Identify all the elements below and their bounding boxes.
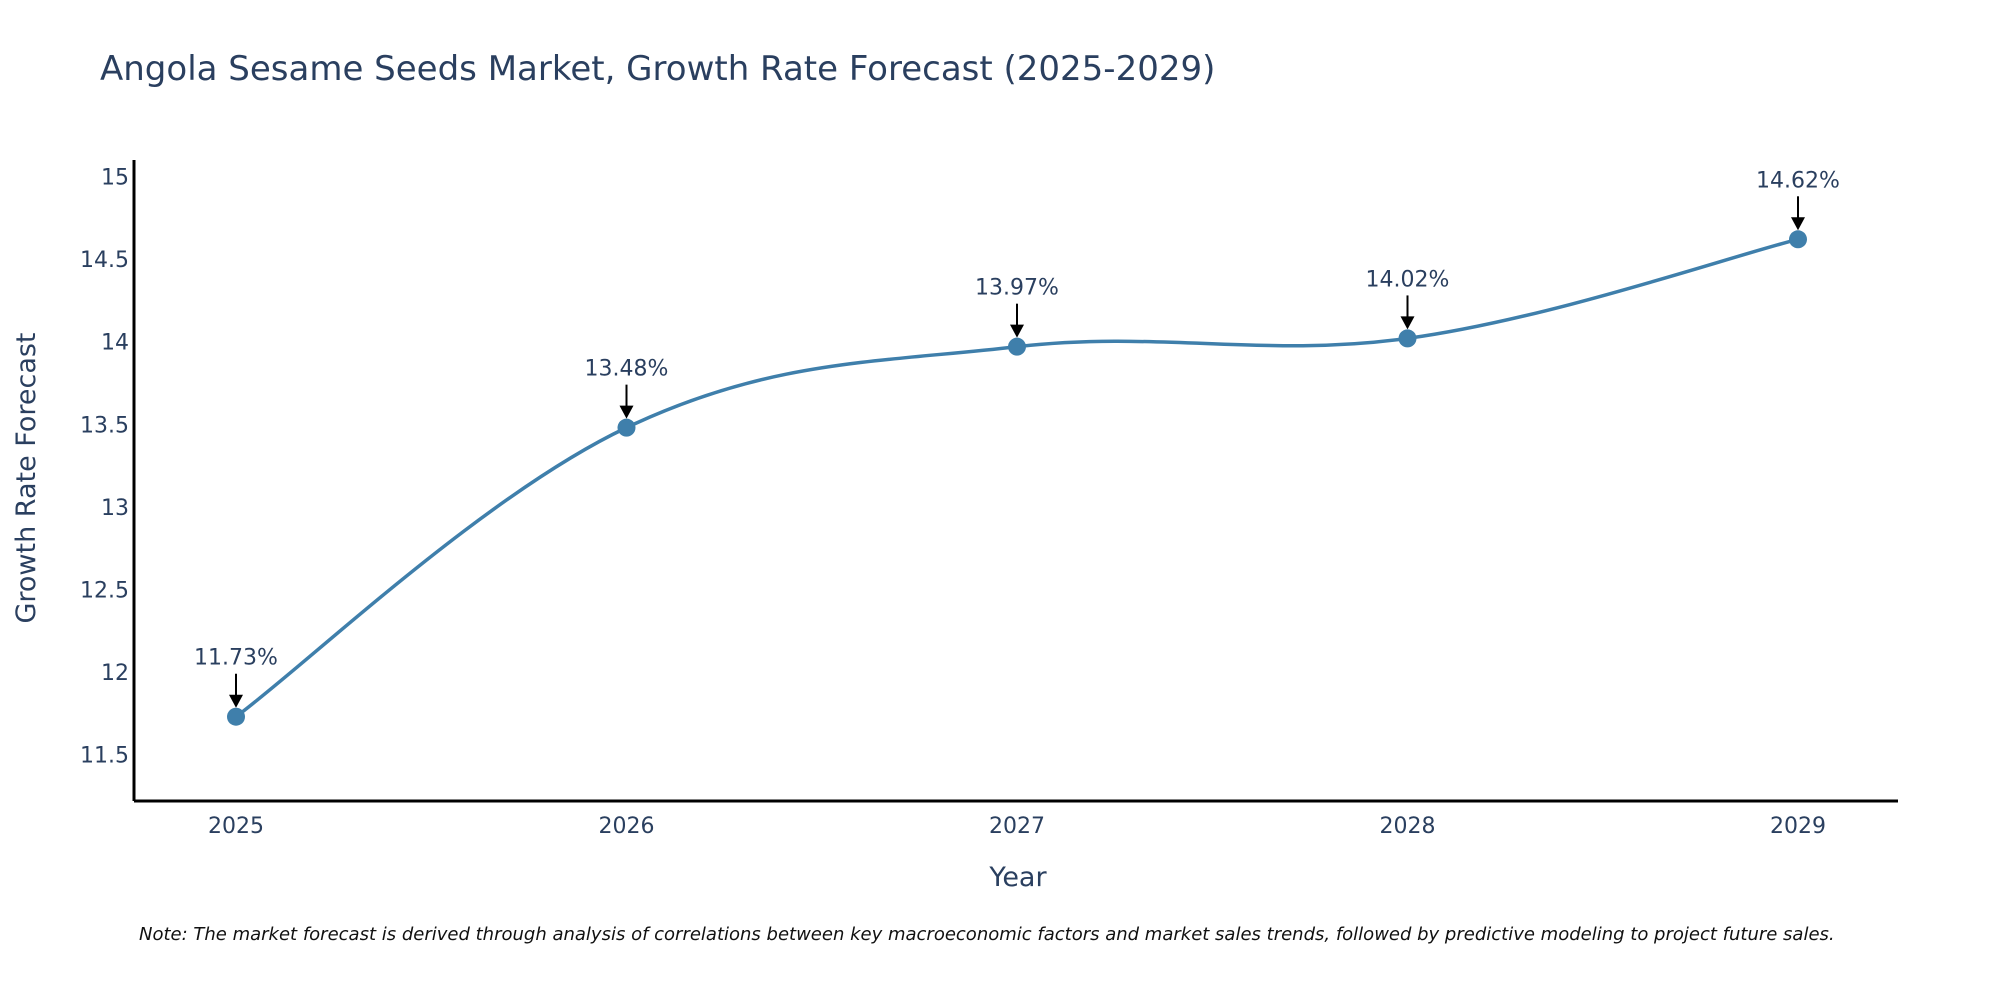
x-tick-label: 2025 (208, 814, 264, 839)
annotation-arrow-head (1791, 217, 1805, 231)
y-tick-label: 12 (101, 661, 129, 686)
plot-area: 11.73% 13.48% 13.97% 14.02% 14.62% (194, 168, 1840, 726)
data-point-marker (1789, 230, 1807, 249)
data-label: 14.02% (1366, 267, 1450, 292)
y-axis-title: Growth Rate Forecast (11, 332, 42, 623)
y-tick-label: 14 (101, 331, 129, 356)
y-axis-ticks: 11.5 12 12.5 13 13.5 14 14.5 15 (80, 166, 129, 769)
annotation-arrow-head (229, 694, 243, 708)
annotations-group: 11.73% 13.48% 13.97% 14.02% 14.62% (194, 168, 1840, 708)
annotation-arrow-head (1400, 316, 1415, 330)
data-label: 11.73% (194, 646, 278, 671)
y-tick-label: 12.5 (80, 579, 129, 604)
x-axis-title: Year (988, 862, 1047, 893)
x-tick-label: 2027 (989, 814, 1045, 839)
x-tick-label: 2029 (1770, 814, 1826, 839)
markers-group (227, 230, 1807, 726)
x-tick-label: 2026 (599, 814, 655, 839)
data-label: 14.62% (1756, 168, 1840, 193)
data-point-marker (1008, 337, 1026, 356)
data-label: 13.48% (585, 357, 669, 382)
y-tick-label: 14.5 (80, 248, 129, 273)
y-tick-label: 13 (101, 496, 129, 521)
annotation-arrow-head (1010, 324, 1024, 338)
y-tick-label: 13.5 (80, 413, 129, 438)
chart-title: Angola Sesame Seeds Market, Growth Rate … (100, 49, 1215, 89)
x-axis-ticks: 2025 2026 2027 2028 2029 (208, 814, 1826, 839)
data-label: 13.97% (975, 276, 1059, 301)
data-point-marker (617, 418, 636, 437)
y-tick-label: 11.5 (80, 744, 129, 769)
footnote: Note: The market forecast is derived thr… (139, 924, 1835, 945)
data-point-marker (227, 707, 245, 726)
x-tick-label: 2028 (1380, 814, 1436, 839)
y-tick-label: 15 (101, 166, 129, 191)
data-point-marker (1398, 329, 1417, 348)
annotation-arrow-head (619, 405, 634, 419)
series-line (234, 237, 1800, 719)
